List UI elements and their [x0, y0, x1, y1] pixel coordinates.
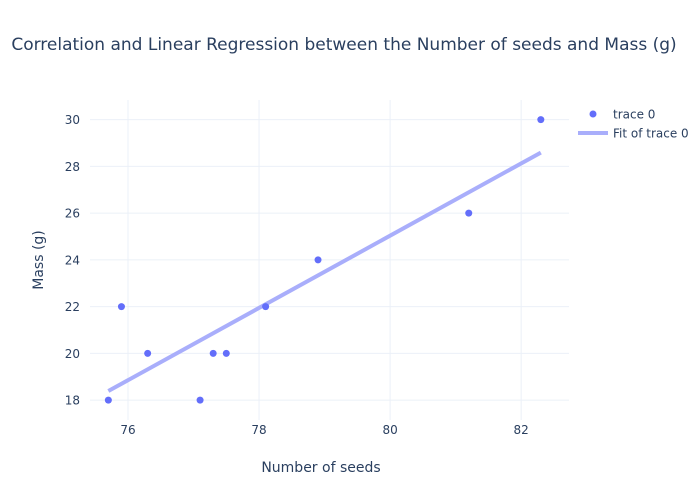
y-tick-label: 30	[65, 113, 80, 127]
data-point	[144, 349, 152, 357]
legend[interactable]: trace 0 Fit of trace 0	[578, 108, 689, 141]
legend-label: Fit of trace 0	[613, 127, 689, 141]
x-tick-label: 78	[251, 423, 266, 437]
x-tick-label: 80	[382, 423, 397, 437]
data-point	[209, 349, 217, 357]
x-tick-label: 82	[514, 423, 529, 437]
y-tick-label: 20	[65, 347, 80, 361]
legend-label: trace 0	[613, 108, 655, 122]
x-axis-label: Number of seeds	[261, 460, 380, 476]
data-point	[196, 396, 204, 404]
data-point	[222, 349, 230, 357]
data-point	[465, 209, 473, 217]
chart-title: Correlation and Linear Regression betwee…	[11, 35, 676, 55]
y-tick-label: 22	[65, 300, 80, 314]
tick-labels: 76 78 80 82 18 20 22 24 26 28 30	[65, 113, 529, 437]
data-point	[537, 116, 545, 124]
data-point	[262, 303, 270, 311]
regression-line	[107, 150, 542, 393]
legend-item-trace-0[interactable]: trace 0	[589, 108, 656, 122]
y-tick-label: 28	[65, 160, 80, 174]
y-axis-label: Mass (g)	[31, 230, 47, 290]
data-point	[117, 303, 125, 311]
data-point	[314, 256, 322, 264]
data-point	[104, 396, 112, 404]
y-tick-label: 24	[65, 253, 80, 267]
grid	[90, 100, 569, 420]
legend-item-fit[interactable]: Fit of trace 0	[578, 127, 689, 141]
legend-marker-icon	[589, 110, 597, 118]
y-tick-label: 18	[65, 394, 80, 408]
data-marks	[104, 116, 545, 404]
y-tick-label: 26	[65, 207, 80, 221]
x-tick-label: 76	[120, 423, 135, 437]
